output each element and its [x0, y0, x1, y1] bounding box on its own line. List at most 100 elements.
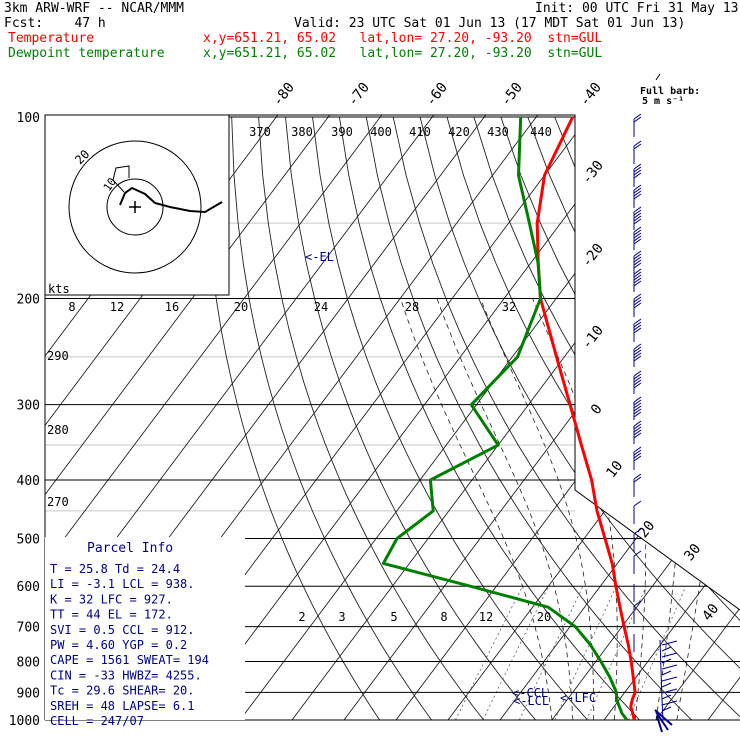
- isotherm-label: 40: [699, 601, 722, 624]
- wind-barb: [633, 550, 642, 574]
- isotherm-line: [45, 115, 383, 720]
- mixing-ratio-label: 8: [440, 610, 447, 624]
- wind-barb: [633, 140, 642, 164]
- dry-adiabat: [419, 116, 740, 720]
- theta-label: 430: [487, 125, 509, 139]
- isotherm-line: [45, 115, 331, 720]
- wind-barb: [633, 600, 642, 624]
- mixing-ratio-line: [482, 586, 549, 720]
- theta-left-label: 280: [47, 423, 69, 437]
- wind-barb: [633, 163, 642, 187]
- hodograph-ring: [106, 178, 164, 236]
- pressure-tick-label: 800: [17, 656, 40, 671]
- temperature-location: x,y=651.21, 65.02 lat,lon= 27.20, -93.20…: [203, 31, 603, 46]
- parcel-row: CELL = 247/07: [50, 714, 144, 728]
- dewpoint-trace: [381, 116, 629, 721]
- isotherm-label: -80: [270, 80, 298, 110]
- theta-label: 390: [331, 125, 353, 139]
- pressure-tick-label: 900: [17, 686, 40, 701]
- lfc-marker: <-LFC: [560, 691, 596, 705]
- dry-adiabat: [392, 116, 740, 720]
- isotherm-label: -60: [423, 80, 451, 110]
- moist-adiabat: [480, 298, 595, 720]
- parcel-row: LI = -3.1 LCL = 938.: [50, 577, 195, 591]
- mixing-ratio-line: [554, 586, 617, 720]
- hodograph-trace: [119, 186, 223, 214]
- isotherm-label: 10: [603, 458, 626, 481]
- isotherm-label: -40: [577, 80, 605, 110]
- wind-barb: [633, 250, 642, 274]
- dry-adiabat: [715, 116, 740, 720]
- isotherm-line: [603, 115, 740, 720]
- isotherm-line: [655, 115, 740, 720]
- dewpoint-location: x,y=651.21, 65.02 lat,lon= 27.20, -93.20…: [203, 46, 603, 61]
- moist-adiabat: [676, 298, 725, 720]
- forecast-hour: Fcst: 47 h: [4, 16, 106, 31]
- wind-barb-surface: [654, 709, 673, 733]
- mixing-ratio-label: 12: [479, 610, 493, 624]
- wind-barb: [633, 420, 642, 444]
- parcel-row: SREH = 48 LAPSE= 6.1: [50, 699, 195, 713]
- pressure-tick-label: 300: [17, 399, 40, 414]
- theta-label: 440: [530, 125, 552, 139]
- moist-adiabat-label: 16: [165, 300, 179, 314]
- pressure-tick-label: 700: [17, 621, 40, 636]
- pressure-tick-label: 100: [17, 111, 40, 126]
- parcel-info: Parcel Info T = 25.8 Td = 24.4LI = -3.1 L…: [45, 537, 245, 728]
- moist-adiabat-label: 8: [68, 300, 75, 314]
- dewpoint-legend: Dewpoint temperature: [8, 46, 165, 61]
- isotherm-line: [551, 115, 740, 720]
- dry-adiabat: [204, 116, 389, 720]
- mixing-ratio-line: [628, 586, 687, 720]
- wind-barb: [633, 343, 642, 367]
- pressure-tick-label: 1000: [9, 714, 40, 729]
- parcel-row: CAPE = 1561 SWEAT= 194: [50, 653, 209, 667]
- dry-adiabat: [338, 116, 653, 720]
- wind-barb: [633, 528, 642, 552]
- dry-adiabat: [258, 116, 495, 720]
- moist-adiabat: [655, 298, 681, 720]
- barb-legend-title: Full barb:: [640, 86, 700, 97]
- barb-legend-sample: [655, 73, 661, 81]
- dry-adiabat: [500, 116, 740, 720]
- theta-label: 400: [370, 125, 392, 139]
- parcel-row: PW = 4.60 YGP = 0.2: [50, 638, 187, 652]
- moist-adiabat: [400, 298, 553, 720]
- barb-legend-unit: 5 m s⁻¹: [642, 96, 684, 107]
- theta-label: 370: [249, 125, 271, 139]
- isotherm-label: -50: [498, 80, 526, 110]
- mixing-ratio-label: 3: [338, 610, 345, 624]
- wind-barb-cluster: [659, 639, 678, 721]
- wind-barb: [633, 396, 642, 420]
- isotherm-label: -30: [579, 158, 607, 188]
- mixing-ratio-label: 20: [537, 610, 551, 624]
- isotherm-label: 30: [681, 541, 704, 564]
- theta-label: 420: [448, 125, 470, 139]
- dry-adiabat: [662, 116, 740, 720]
- hodograph-box: [44, 114, 230, 296]
- hodograph-center: [129, 201, 141, 213]
- parcel-row: CIN = -33 HWBZ= 4255.: [50, 668, 202, 682]
- wind-barb: [633, 318, 642, 342]
- theta-label: 410: [409, 125, 431, 139]
- pressure-tick-label: 500: [17, 532, 40, 547]
- wind-barb: [633, 268, 642, 292]
- moist-adiabat-label: 32: [502, 300, 516, 314]
- parcel-title: Parcel Info: [87, 541, 173, 556]
- theta-left-label: 290: [47, 349, 69, 363]
- parcel-row: K = 32 LFC = 927.: [50, 592, 173, 606]
- wind-barb: [633, 184, 642, 208]
- hodograph-units: kts: [48, 282, 70, 296]
- parcel-row: TT = 44 EL = 172.: [50, 608, 173, 622]
- isotherm-line: [187, 115, 643, 720]
- parcel-row: SVI = 0.5 CCL = 912.: [50, 623, 195, 637]
- moist-adiabat-label: 24: [314, 300, 328, 314]
- isotherm-label: -70: [345, 80, 373, 110]
- moist-adiabat-label: 12: [110, 300, 124, 314]
- moist-adiabat-label: 28: [405, 300, 419, 314]
- wind-barb: [633, 206, 642, 230]
- init-time: Init: 00 UTC Fri 31 May 13: [535, 1, 739, 16]
- dry-adiabat: [365, 116, 706, 720]
